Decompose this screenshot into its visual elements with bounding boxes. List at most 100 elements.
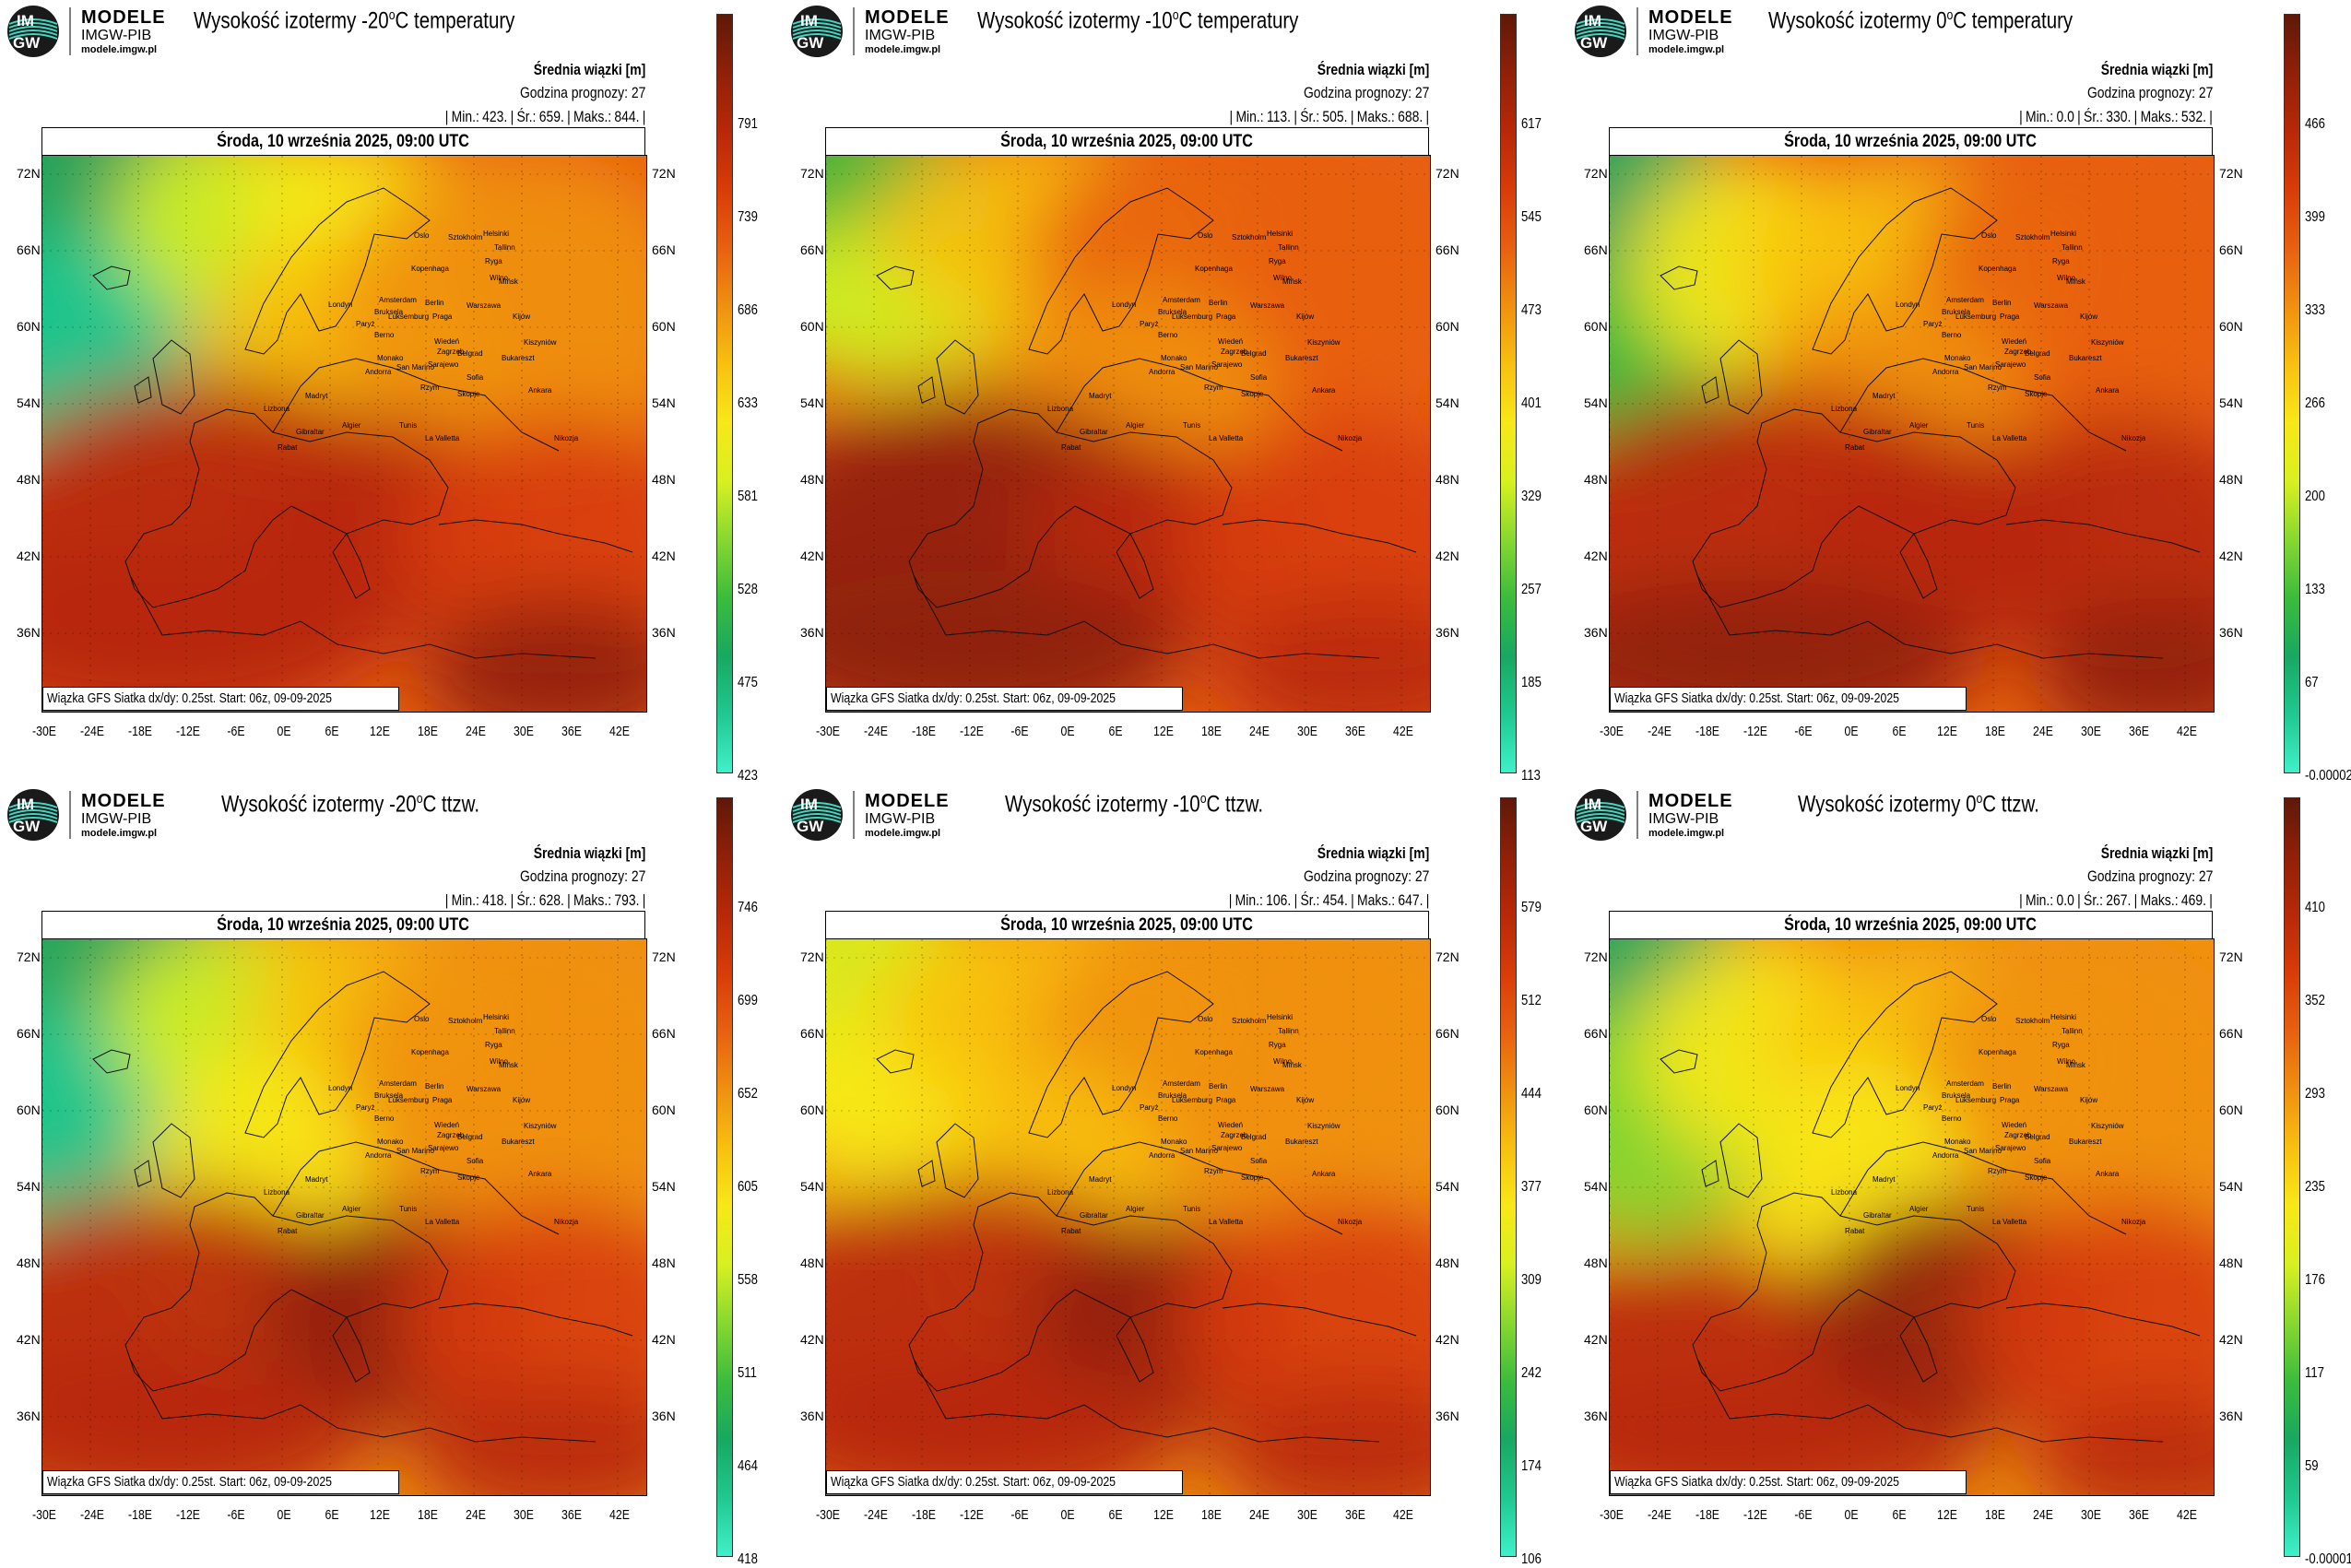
city-label: Sofia bbox=[1250, 373, 1268, 382]
svg-text:IM: IM bbox=[800, 796, 818, 813]
lon-tick-label: 24E bbox=[2033, 1507, 2053, 1523]
logo-title: MODELE bbox=[1648, 791, 1733, 811]
stat-avg-label: Śr.: bbox=[1300, 891, 1320, 909]
colorbar-tick: 558 bbox=[738, 1272, 758, 1288]
colorbar-tick: 511 bbox=[738, 1365, 757, 1381]
logo-url: modele.imgw.pl bbox=[1648, 828, 1725, 839]
city-label: Helsinki bbox=[483, 230, 510, 238]
lat-tick-label-left: 48N bbox=[17, 1256, 41, 1270]
map-panel-6: IM GW MODELE IMGW-PIB modele.imgw.pl Wysokość… bbox=[1567, 784, 2351, 1567]
stat-sep: | bbox=[566, 108, 571, 125]
city-label: Sarajewo bbox=[428, 1144, 459, 1152]
stats-line: | Min.: 423. | Śr.: 659. | Maks.: 844. | bbox=[442, 108, 645, 126]
city-label: Oslo bbox=[414, 231, 430, 240]
lon-tick-label: 0E bbox=[277, 1507, 291, 1523]
city-label: Amsterdam bbox=[1946, 296, 1984, 304]
stat-sep: | bbox=[2077, 891, 2081, 909]
city-label: San Marino bbox=[1180, 1147, 1218, 1155]
lat-tick-label-right: 54N bbox=[1435, 1179, 1459, 1194]
city-label: Kiszyniów bbox=[524, 1122, 557, 1130]
lat-tick-label-left: 48N bbox=[800, 1256, 824, 1270]
logo-subtitle: IMGW-PIB bbox=[81, 811, 152, 827]
model-footer: Wiązka GFS Siatka dx/dy: 0.25st. Start: … bbox=[1610, 687, 1967, 711]
city-label: Kopenhaga bbox=[1979, 1048, 2016, 1056]
city-label: Helsinki bbox=[2050, 1013, 2077, 1021]
city-label: Skopje bbox=[457, 390, 480, 398]
stat-sep: | bbox=[2133, 108, 2138, 125]
city-label: Bukareszt bbox=[502, 1138, 535, 1146]
city-label: Tunis bbox=[1183, 421, 1201, 430]
lon-tick-label: -12E bbox=[176, 1507, 200, 1523]
lat-tick-label-right: 54N bbox=[652, 395, 676, 410]
stat-min-label: Min.: bbox=[451, 891, 479, 909]
city-label: Mińsk bbox=[499, 277, 518, 286]
colorbar-tick: 652 bbox=[738, 1086, 758, 1102]
stat-max-value: 647. bbox=[1397, 891, 1424, 909]
lat-tick-label-right: 48N bbox=[2219, 472, 2243, 487]
colorbar-tick: 512 bbox=[1521, 993, 1542, 1008]
city-label: Paryż bbox=[356, 1103, 375, 1112]
lon-tick-label: -18E bbox=[912, 1507, 936, 1523]
stat-min-value: 113. bbox=[1266, 108, 1291, 125]
city-label: Mińsk bbox=[2066, 277, 2085, 286]
panel-title: Wysokość izotermy 0oC temperatury bbox=[1768, 7, 2073, 34]
lon-tick-label: -24E bbox=[80, 1507, 104, 1523]
city-label: Bruksela bbox=[1158, 1091, 1187, 1100]
city-label: Monako bbox=[377, 354, 404, 362]
city-label: Paryż bbox=[1140, 320, 1159, 328]
colorbar-tick: 545 bbox=[1521, 209, 1542, 225]
lat-tick-label-right: 60N bbox=[1435, 319, 1459, 334]
logo-subtitle: IMGW-PIB bbox=[1648, 811, 1719, 827]
city-label: Luksemburg bbox=[1172, 312, 1213, 321]
stat-sep: | bbox=[1350, 108, 1354, 125]
city-label: Berlin bbox=[425, 1082, 444, 1091]
city-label: Warszawa bbox=[2034, 301, 2069, 310]
city-label: Rzym bbox=[1988, 383, 2007, 392]
city-label: Algier bbox=[1126, 421, 1145, 430]
city-label: Wilno bbox=[1273, 1057, 1293, 1066]
city-label: Madryt bbox=[305, 392, 328, 400]
city-label: Sofia bbox=[2034, 1157, 2051, 1165]
stat-max-value: 532. bbox=[2180, 108, 2207, 125]
stat-max-value: 688. bbox=[1397, 108, 1424, 125]
stat-min-label: Min.: bbox=[2026, 108, 2054, 125]
lon-tick-label: 36E bbox=[1345, 724, 1365, 739]
colorbar-tick: 293 bbox=[2305, 1086, 2325, 1102]
lat-tick-label-left: 48N bbox=[1584, 1256, 1608, 1270]
city-label: Oslo bbox=[1198, 231, 1213, 240]
lon-tick-label: 36E bbox=[2129, 724, 2149, 739]
city-label: Praga bbox=[432, 1096, 453, 1104]
colorbar-tick: 605 bbox=[738, 1179, 758, 1195]
city-label: Tallinn bbox=[2062, 1027, 2083, 1035]
city-label: Luksemburg bbox=[1172, 1096, 1213, 1104]
lat-tick-label-right: 66N bbox=[652, 242, 676, 257]
logo-subtitle: IMGW-PIB bbox=[865, 28, 936, 43]
coastlines bbox=[1660, 187, 2201, 659]
city-label: Warszawa bbox=[467, 301, 502, 310]
lat-tick-label-right: 60N bbox=[652, 1102, 676, 1117]
colorbar-tick: 528 bbox=[738, 582, 758, 597]
city-label: Ryga bbox=[485, 257, 502, 265]
city-label: Lizbona bbox=[1831, 405, 1858, 413]
imgw-logo: IM GW MODELE IMGW-PIB modele.imgw.pl bbox=[6, 787, 171, 843]
mean-label: Średnia wiązki [m] bbox=[1317, 61, 1429, 78]
lat-tick-label-left: 60N bbox=[1584, 1102, 1608, 1117]
stat-min-label: Min.: bbox=[451, 108, 479, 125]
colorbar bbox=[716, 797, 733, 1557]
lon-tick-label: 12E bbox=[370, 724, 390, 739]
colorbar-tick: 133 bbox=[2305, 582, 2325, 597]
colorbar-tick: 418 bbox=[738, 1551, 758, 1567]
lon-tick-label: -30E bbox=[1600, 724, 1624, 739]
city-label: Amsterdam bbox=[379, 296, 417, 304]
city-label: Wiedeń bbox=[2002, 1121, 2027, 1129]
lon-tick-label: 36E bbox=[561, 1507, 582, 1523]
city-label: Skopje bbox=[2025, 390, 2048, 398]
lat-tick-label-right: 60N bbox=[2219, 319, 2243, 334]
imgw-logo-icon: IM GW bbox=[791, 6, 855, 57]
map-panel-1: IM GW MODELE IMGW-PIB modele.imgw.pl Wysokość… bbox=[0, 0, 784, 784]
city-label: Mińsk bbox=[2066, 1061, 2085, 1069]
lat-tick-label-left: 42N bbox=[17, 548, 41, 563]
stat-min-value: 418. bbox=[481, 891, 507, 909]
stat-min-label: Min.: bbox=[1235, 891, 1263, 909]
city-label: Wiedeń bbox=[434, 1121, 460, 1129]
